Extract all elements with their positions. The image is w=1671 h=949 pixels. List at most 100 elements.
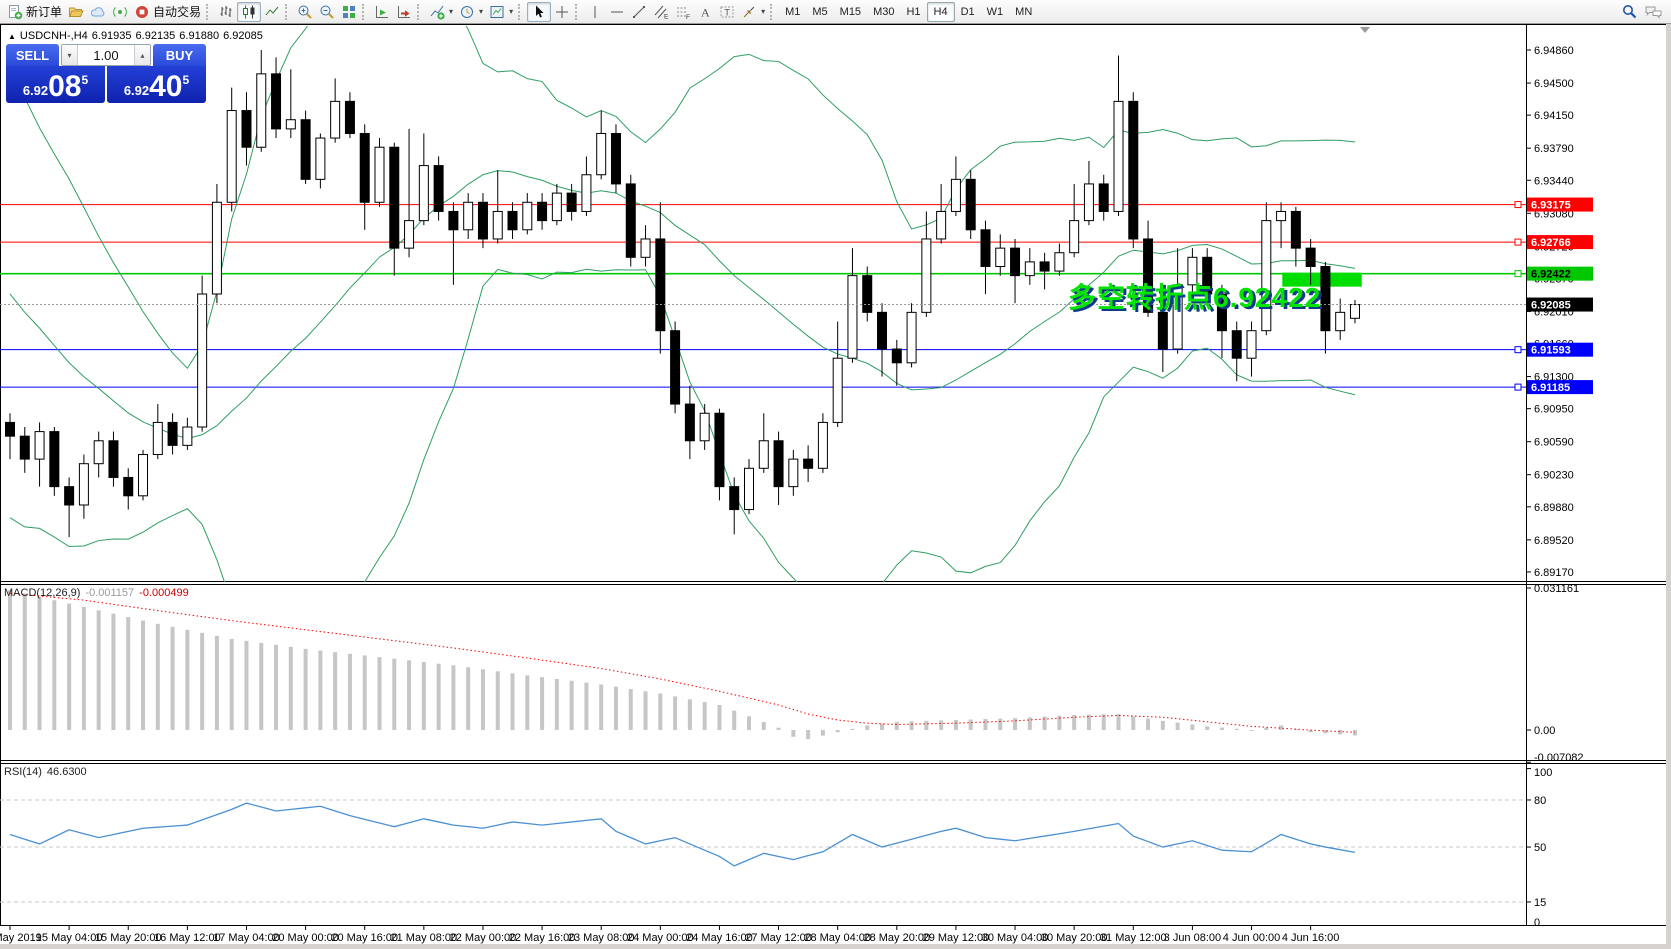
- hline-badge: [1527, 197, 1593, 212]
- macd-histogram-bar: [214, 635, 219, 730]
- hline-marker[interactable]: [1514, 270, 1522, 278]
- time-tick-label[interactable]: 3 Jun 08:00: [1164, 932, 1222, 944]
- candlestick-button[interactable]: [237, 1, 262, 22]
- time-tick-label[interactable]: 15 May 04:00: [36, 932, 103, 944]
- line-chart-button[interactable]: [261, 2, 283, 22]
- templates-button[interactable]: ▾: [486, 2, 516, 22]
- autotrade-button[interactable]: 自动交易: [131, 2, 204, 22]
- time-tick-label[interactable]: 27 May 12:00: [745, 932, 812, 944]
- auto-scroll-button[interactable]: [371, 2, 393, 22]
- hline-marker[interactable]: [1514, 238, 1522, 246]
- chat-icon: [1644, 4, 1664, 20]
- text-tool-button[interactable]: A: [694, 2, 716, 22]
- toolbar-grip: [285, 3, 290, 20]
- time-tick-label[interactable]: 16 May 12:00: [154, 932, 221, 944]
- time-tick-label[interactable]: 15 May 20:00: [95, 932, 162, 944]
- macd-histogram-bar: [1264, 727, 1269, 730]
- timeframe-m5-button[interactable]: M5: [812, 5, 828, 18]
- candle-body: [211, 201, 222, 295]
- toolbar-grip: [417, 3, 422, 20]
- candle-body: [950, 178, 961, 212]
- tile-windows-button[interactable]: [338, 2, 360, 22]
- channel-button[interactable]: E: [650, 2, 672, 22]
- macd-histogram-bar: [584, 682, 589, 730]
- timeframe-d1-button[interactable]: D1: [960, 5, 975, 18]
- time-tick-label[interactable]: 29 May 12:00: [923, 932, 990, 944]
- bar-chart-button[interactable]: [215, 2, 237, 22]
- vertical-line-button[interactable]: [584, 2, 606, 22]
- timeframe-m1-button[interactable]: M1: [785, 5, 801, 18]
- chart-shift-button[interactable]: [393, 2, 415, 22]
- indicators-button[interactable]: ▾: [426, 2, 456, 22]
- hline-marker[interactable]: [1514, 346, 1522, 354]
- horizontal-line-button[interactable]: [606, 2, 628, 22]
- chart-profiles-button[interactable]: [65, 2, 87, 22]
- volume-input[interactable]: [78, 45, 134, 65]
- crosshair-button[interactable]: [551, 2, 573, 22]
- sell-button[interactable]: SELL: [6, 44, 59, 66]
- time-tick-label[interactable]: 24 May 00:00: [627, 932, 694, 944]
- candle-body: [34, 431, 45, 460]
- text-label-button[interactable]: T: [716, 2, 738, 22]
- fibonacci-button[interactable]: F: [672, 2, 694, 22]
- arrows-tool-button[interactable]: ▾: [738, 2, 768, 22]
- time-tick-label[interactable]: 31 May 12:00: [1100, 932, 1167, 944]
- caret-down-icon: ▾: [449, 7, 454, 16]
- time-tick-label[interactable]: 21 May 08:00: [391, 932, 458, 944]
- price-tick-label: 6.93440: [1534, 175, 1574, 187]
- trendline-button[interactable]: [628, 2, 650, 22]
- timeframe-mn-button[interactable]: MN: [1015, 5, 1033, 18]
- chart-shift-marker-icon[interactable]: [1360, 27, 1370, 33]
- pivot-annotation[interactable]: 多空转折点6.92422: [1068, 282, 1322, 313]
- time-tick-label[interactable]: 20 May 16:00: [331, 932, 398, 944]
- time-tick-label[interactable]: 4 Jun 00:00: [1223, 932, 1281, 944]
- collapse-panel-icon[interactable]: ▲: [8, 32, 16, 41]
- timeframe-w1-button[interactable]: W1: [986, 5, 1004, 18]
- volume-decrease-button[interactable]: ▾: [62, 45, 78, 65]
- buy-price-big: 40: [149, 70, 183, 103]
- time-tick-label[interactable]: 4 Jun 16:00: [1282, 932, 1340, 944]
- search-button[interactable]: [1618, 2, 1641, 22]
- macd-histogram-bar: [569, 680, 574, 730]
- sell-price[interactable]: 6.92 08 5: [6, 66, 105, 103]
- time-tick-label[interactable]: 20 May 00:00: [272, 932, 339, 944]
- cloud-button[interactable]: [87, 2, 109, 22]
- new-order-icon: [7, 4, 23, 20]
- time-tick-label[interactable]: 24 May 16:00: [686, 932, 753, 944]
- time-tick-label[interactable]: 22 May 16:00: [509, 932, 576, 944]
- text-label-icon: T: [719, 4, 735, 20]
- volume-increase-button[interactable]: ▴: [134, 45, 150, 65]
- time-tick-label[interactable]: 14 May 2019: [0, 932, 42, 944]
- hline-marker[interactable]: [1514, 201, 1522, 209]
- macd-histogram-bar: [466, 667, 471, 730]
- time-tick-label[interactable]: 17 May 04:00: [213, 932, 280, 944]
- buy-button[interactable]: BUY: [153, 44, 206, 66]
- timeframe-h1-button[interactable]: H1: [906, 5, 921, 18]
- time-tick-label[interactable]: 30 May 04:00: [982, 932, 1049, 944]
- hline-marker[interactable]: [1514, 383, 1522, 391]
- periods-button[interactable]: ▾: [456, 2, 486, 22]
- buy-price[interactable]: 6.92 40 5: [107, 66, 206, 103]
- new-order-button[interactable]: 新订单: [4, 2, 65, 22]
- candle-body: [492, 210, 503, 240]
- ohlc-close: 6.92085: [223, 30, 263, 42]
- timeframe-h4-button[interactable]: H4: [926, 1, 955, 22]
- cursor-button[interactable]: [527, 1, 552, 22]
- macd-histogram-bar: [81, 606, 86, 730]
- time-tick-label[interactable]: 22 May 00:00: [450, 932, 517, 944]
- candle-body: [1305, 247, 1316, 267]
- autotrade-label: 自动交易: [153, 5, 202, 19]
- chat-button[interactable]: [1641, 2, 1667, 22]
- timeframe-m15-button[interactable]: M15: [839, 5, 862, 18]
- timeframe-m30-button[interactable]: M30: [873, 5, 895, 18]
- signals-button[interactable]: [109, 2, 131, 22]
- zoom-in-button[interactable]: [294, 2, 316, 22]
- candle-body: [1335, 311, 1346, 332]
- time-tick-label[interactable]: 23 May 08:00: [568, 932, 635, 944]
- time-tick-label[interactable]: 28 May 20:00: [863, 932, 930, 944]
- macd-histogram-bar: [303, 648, 308, 730]
- zoom-out-button[interactable]: [316, 2, 338, 22]
- zoom-in-icon: [297, 4, 313, 20]
- time-tick-label[interactable]: 30 May 20:00: [1041, 932, 1108, 944]
- time-tick-label[interactable]: 28 May 04:00: [804, 932, 871, 944]
